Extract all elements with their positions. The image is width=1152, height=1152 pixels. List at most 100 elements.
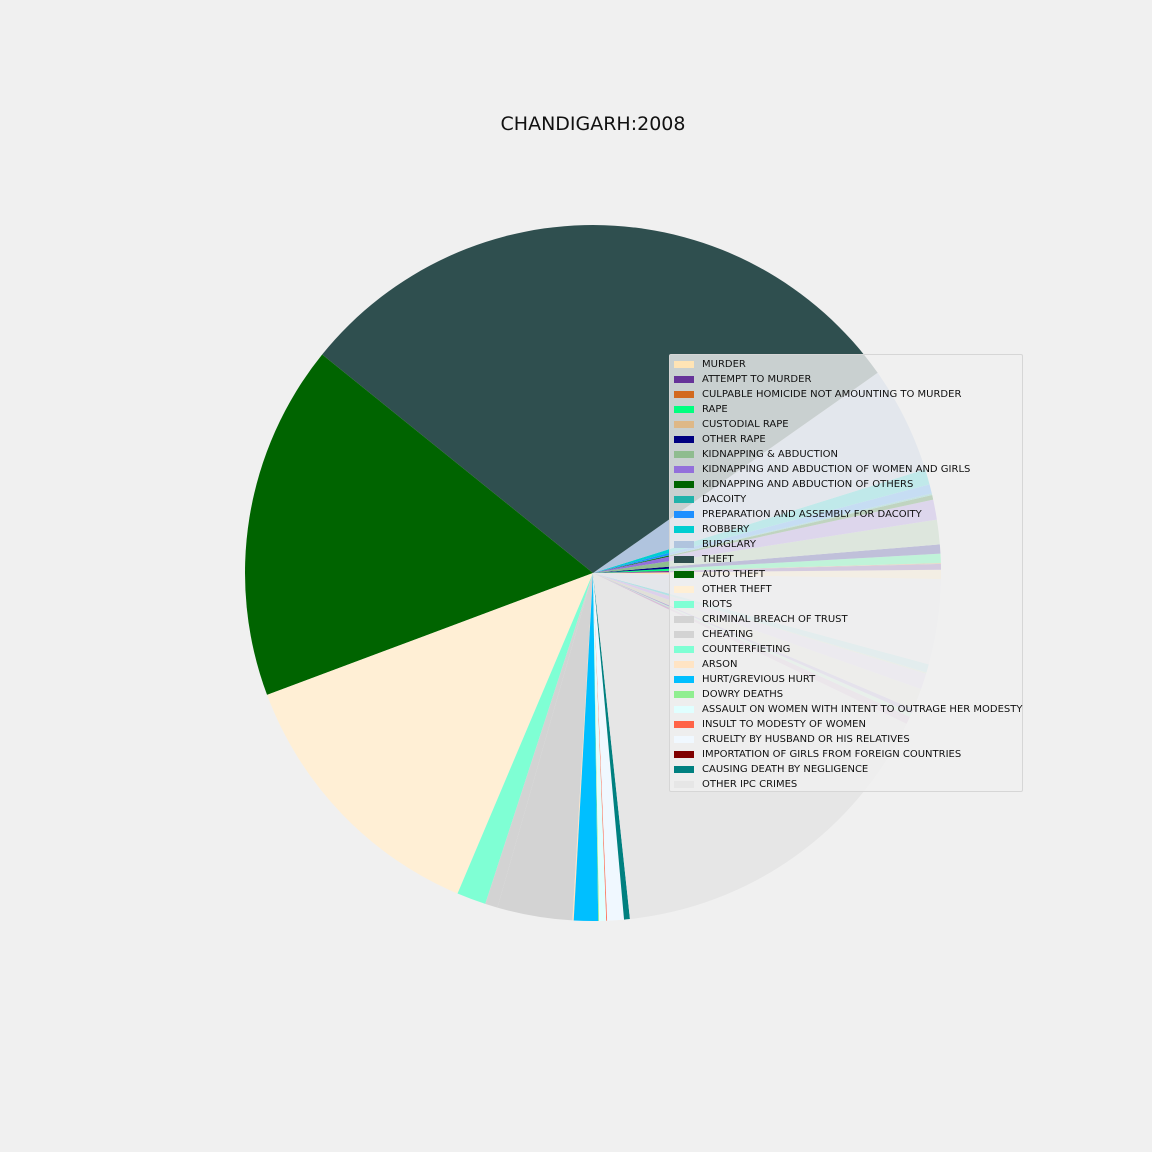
legend-label: THEFT: [702, 554, 734, 565]
legend-label: CAUSING DEATH BY NEGLIGENCE: [702, 764, 869, 775]
legend-swatch: [674, 721, 694, 728]
pie-slice-20: [572, 573, 593, 921]
legend-item: CRIMINAL BREACH OF TRUST: [674, 612, 1022, 627]
legend-item: OTHER RAPE: [674, 432, 1022, 447]
legend-item: CULPABLE HOMICIDE NOT AMOUNTING TO MURDE…: [674, 387, 1022, 402]
legend-item: OTHER THEFT: [674, 582, 1022, 597]
legend-swatch: [674, 601, 694, 608]
legend-item: KIDNAPPING AND ABDUCTION OF OTHERS: [674, 477, 1022, 492]
legend-item: OTHER IPC CRIMES: [674, 777, 1022, 792]
legend-label: BURGLARY: [702, 539, 756, 550]
legend-label: CRUELTY BY HUSBAND OR HIS RELATIVES: [702, 734, 910, 745]
legend-swatch: [674, 751, 694, 758]
legend-label: COUNTERFIETING: [702, 644, 791, 655]
legend-label: PREPARATION AND ASSEMBLY FOR DACOITY: [702, 509, 922, 520]
legend-label: DOWRY DEATHS: [702, 689, 784, 700]
chart-title: CHANDIGARH:2008: [500, 113, 686, 135]
legend-swatch: [674, 646, 694, 653]
legend-swatch: [674, 571, 694, 578]
legend-swatch: [674, 511, 694, 518]
legend-item: COUNTERFIETING: [674, 642, 1022, 657]
pie-slice-21: [573, 573, 599, 921]
legend-label: MURDER: [702, 359, 746, 370]
legend-item: DOWRY DEATHS: [674, 687, 1022, 702]
legend-item: THEFT: [674, 552, 1022, 567]
legend: MURDER ATTEMPT TO MURDER CULPABLE HOMICIDE…: [669, 354, 1023, 792]
legend-label: INSULT TO MODESTY OF WOMEN: [702, 719, 866, 730]
legend-item: KIDNAPPING & ABDUCTION: [674, 447, 1022, 462]
legend-swatch: [674, 706, 694, 713]
pie-slice-24: [593, 573, 608, 921]
legend-item: ARSON: [674, 657, 1022, 672]
legend-swatch: [674, 541, 694, 548]
legend-label: OTHER RAPE: [702, 434, 766, 445]
legend-swatch: [674, 556, 694, 563]
legend-swatch: [674, 631, 694, 638]
legend-swatch: [674, 736, 694, 743]
legend-item: IMPORTATION OF GIRLS FROM FOREIGN COUNTR…: [674, 747, 1022, 762]
pie-slice-15: [267, 573, 593, 894]
legend-swatch: [674, 586, 694, 593]
legend-item: MURDER: [674, 357, 1022, 372]
pie-slice-17: [485, 573, 593, 908]
legend-item: CRUELTY BY HUSBAND OR HIS RELATIVES: [674, 732, 1022, 747]
pie-slice-22: [593, 573, 600, 921]
legend-swatch: [674, 466, 694, 473]
legend-label: KIDNAPPING AND ABDUCTION OF OTHERS: [702, 479, 914, 490]
legend-item: ASSAULT ON WOMEN WITH INTENT TO OUTRAGE …: [674, 702, 1022, 717]
legend-label: KIDNAPPING & ABDUCTION: [702, 449, 839, 460]
legend-swatch: [674, 616, 694, 623]
legend-label: CULPABLE HOMICIDE NOT AMOUNTING TO MURDE…: [702, 389, 962, 400]
legend-item: RAPE: [674, 402, 1022, 417]
pie-slice-18: [497, 573, 593, 921]
legend-swatch: [674, 496, 694, 503]
pie-slice-16: [457, 573, 593, 904]
legend-swatch: [674, 451, 694, 458]
legend-item: HURT/GREVIOUS HURT: [674, 672, 1022, 687]
legend-label: IMPORTATION OF GIRLS FROM FOREIGN COUNTR…: [702, 749, 962, 760]
legend-label: KIDNAPPING AND ABDUCTION OF WOMEN AND GI…: [702, 464, 971, 475]
legend-swatch: [674, 676, 694, 683]
legend-swatch: [674, 421, 694, 428]
legend-swatch: [674, 526, 694, 533]
legend-label: OTHER IPC CRIMES: [702, 779, 798, 790]
legend-item: KIDNAPPING AND ABDUCTION OF WOMEN AND GI…: [674, 462, 1022, 477]
pie-slice-25: [593, 573, 625, 921]
legend-swatch: [674, 691, 694, 698]
legend-item: AUTO THEFT: [674, 567, 1022, 582]
legend-swatch: [674, 436, 694, 443]
legend-swatch: [674, 361, 694, 368]
legend-label: RAPE: [702, 404, 728, 415]
pie-slice-27: [593, 573, 630, 920]
legend-item: DACOITY: [674, 492, 1022, 507]
legend-label: ARSON: [702, 659, 738, 670]
legend-item: CHEATING: [674, 627, 1022, 642]
legend-label: AUTO THEFT: [702, 569, 765, 580]
legend-swatch: [674, 661, 694, 668]
pie-slice-13: [322, 225, 878, 573]
legend-item: PREPARATION AND ASSEMBLY FOR DACOITY: [674, 507, 1022, 522]
legend-swatch: [674, 376, 694, 383]
legend-label: CRIMINAL BREACH OF TRUST: [702, 614, 848, 625]
legend-item: ROBBERY: [674, 522, 1022, 537]
legend-label: ROBBERY: [702, 524, 750, 535]
legend-swatch: [674, 391, 694, 398]
legend-item: RIOTS: [674, 597, 1022, 612]
legend-swatch: [674, 781, 694, 788]
legend-item: BURGLARY: [674, 537, 1022, 552]
legend-swatch: [674, 481, 694, 488]
legend-label: CHEATING: [702, 629, 754, 640]
pie-slice-23: [593, 573, 607, 921]
legend-label: ATTEMPT TO MURDER: [702, 374, 812, 385]
legend-label: RIOTS: [702, 599, 733, 610]
legend-label: HURT/GREVIOUS HURT: [702, 674, 816, 685]
legend-item: ATTEMPT TO MURDER: [674, 372, 1022, 387]
legend-label: ASSAULT ON WOMEN WITH INTENT TO OUTRAGE …: [702, 704, 1023, 715]
legend-item: CUSTODIAL RAPE: [674, 417, 1022, 432]
legend-label: DACOITY: [702, 494, 747, 505]
pie-slice-14: [245, 354, 593, 695]
legend-label: CUSTODIAL RAPE: [702, 419, 789, 430]
legend-swatch: [674, 766, 694, 773]
legend-item: CAUSING DEATH BY NEGLIGENCE: [674, 762, 1022, 777]
legend-label: OTHER THEFT: [702, 584, 772, 595]
